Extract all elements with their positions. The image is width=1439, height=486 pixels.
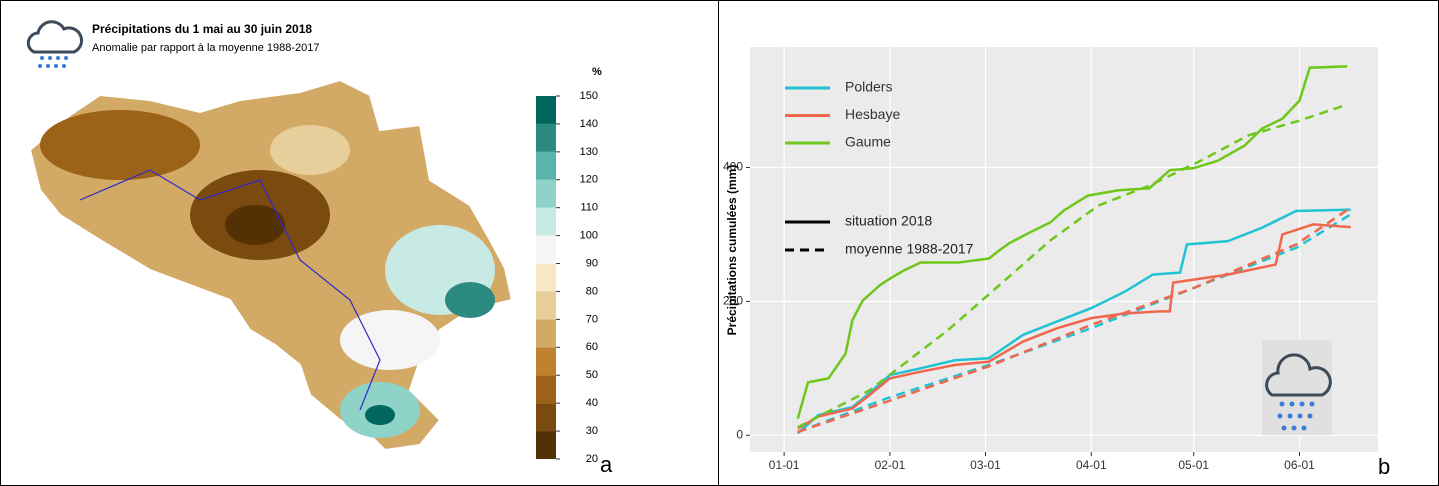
- series-line: [797, 103, 1348, 429]
- legend-label: moyenne 1988-2017: [845, 241, 974, 257]
- series-line: [796, 208, 1351, 435]
- rain-icon: [1262, 340, 1332, 435]
- x-tick-label: 03-01: [970, 458, 1001, 472]
- colorbar-tick-label: 30: [586, 425, 598, 437]
- colorbar-segment: [536, 263, 556, 292]
- legend-label: Polders: [845, 79, 892, 95]
- colorbar-tick-label: 140: [580, 118, 598, 130]
- x-tick-label: 05-01: [1178, 458, 1209, 472]
- colorbar-segment: [536, 207, 556, 236]
- colorbar-segment: [536, 375, 556, 404]
- x-tick-label: 04-01: [1076, 458, 1107, 472]
- colorbar-segment: [536, 151, 556, 180]
- colorbar-tick-label: 100: [580, 230, 598, 242]
- colorbar-tick-label: 70: [586, 313, 598, 325]
- y-tick-label: 400: [723, 160, 743, 174]
- colorbar-segment: [536, 235, 556, 264]
- colorbar-segment: [536, 291, 556, 320]
- series-line: [796, 65, 1348, 419]
- colorbar-tick-label: 60: [586, 341, 598, 353]
- colorbar-tick-label: 20: [586, 453, 598, 465]
- legend-label: Gaume: [845, 134, 891, 150]
- y-axis-label: Précipitations cumulées (mm): [725, 165, 739, 336]
- panel-label: b: [1378, 454, 1390, 479]
- colorbar-unit: %: [592, 66, 602, 78]
- map: [28, 78, 514, 452]
- colorbar-segment: [536, 179, 556, 208]
- y-tick-label: 200: [723, 294, 743, 308]
- colorbar-tick-label: 80: [586, 285, 598, 297]
- colorbar-segment: [536, 319, 556, 348]
- series-line: [797, 223, 1351, 430]
- map-subtitle: Anomalie par rapport à la moyenne 1988-2…: [92, 42, 319, 54]
- colorbar-segment: [536, 123, 556, 152]
- colorbar-tick-label: 50: [586, 369, 598, 381]
- panel-label: a: [600, 452, 613, 477]
- colorbar-tick-label: 90: [586, 257, 598, 269]
- colorbar-segment: [536, 96, 556, 124]
- colorbar-tick-label: 120: [580, 174, 598, 186]
- rain-drops: [38, 56, 68, 68]
- series-line: [797, 206, 1352, 434]
- colorbar-tick-label: 150: [580, 90, 598, 102]
- colorbar-segment: [536, 431, 556, 459]
- legend-label: Hesbaye: [845, 106, 900, 122]
- x-tick-label: 01-01: [769, 458, 800, 472]
- colorbar-segment: [536, 403, 556, 432]
- map-title: Précipitations du 1 mai au 30 juin 2018: [92, 22, 312, 36]
- colorbar-segment: [536, 347, 556, 376]
- colorbar-tick-label: 40: [586, 397, 598, 409]
- x-tick-label: 02-01: [875, 458, 906, 472]
- x-tick-label: 06-01: [1284, 458, 1315, 472]
- colorbar-tick-label: 110: [580, 202, 598, 214]
- colorbar-tick-label: 130: [580, 146, 598, 158]
- legend-label: situation 2018: [845, 213, 932, 229]
- y-tick-label: 0: [736, 427, 743, 441]
- series-line: [797, 213, 1352, 434]
- rain-icon: [26, 20, 84, 54]
